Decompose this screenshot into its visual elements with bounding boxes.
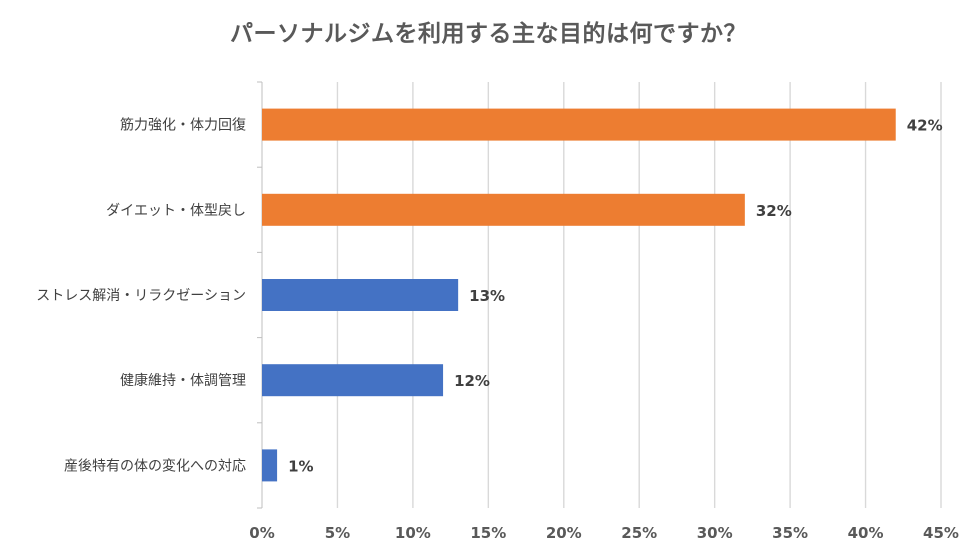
data-label-0: 42%: [907, 117, 943, 135]
x-tick-label-40: 40%: [848, 524, 884, 542]
category-label-1: ダイエット・体型戻し: [106, 203, 246, 219]
bar-3: [262, 364, 444, 397]
bar-2: [262, 279, 459, 311]
data-label-4: 1%: [288, 457, 313, 475]
x-tick-label-45: 45%: [923, 524, 959, 542]
data-label-2: 13%: [469, 287, 505, 305]
chart-title: パーソナルジムを利用する主な目的は何ですか？: [230, 21, 747, 47]
category-label-2: ストレス解消・リラクゼーション: [36, 288, 246, 304]
x-tick-label-25: 25%: [621, 524, 657, 542]
bar-1: [262, 193, 745, 226]
x-tick-label-15: 15%: [470, 524, 506, 542]
category-label-3: 健康維持・体調管理: [120, 372, 246, 389]
data-label-3: 12%: [454, 372, 490, 390]
x-tick-label-30: 30%: [697, 524, 733, 542]
bar-0: [262, 108, 896, 141]
x-tick-label-35: 35%: [772, 524, 808, 542]
x-tick-label-10: 10%: [395, 524, 431, 542]
x-tick-label-20: 20%: [546, 524, 582, 542]
category-label-4: 産後特有の体の変化への対応: [64, 457, 246, 474]
category-label-0: 筋力強化・体力回復: [120, 117, 246, 134]
bar-4: [262, 449, 278, 482]
x-tick-label-5: 5%: [325, 524, 350, 542]
x-tick-label-0: 0%: [249, 524, 274, 542]
data-label-1: 32%: [756, 202, 792, 220]
